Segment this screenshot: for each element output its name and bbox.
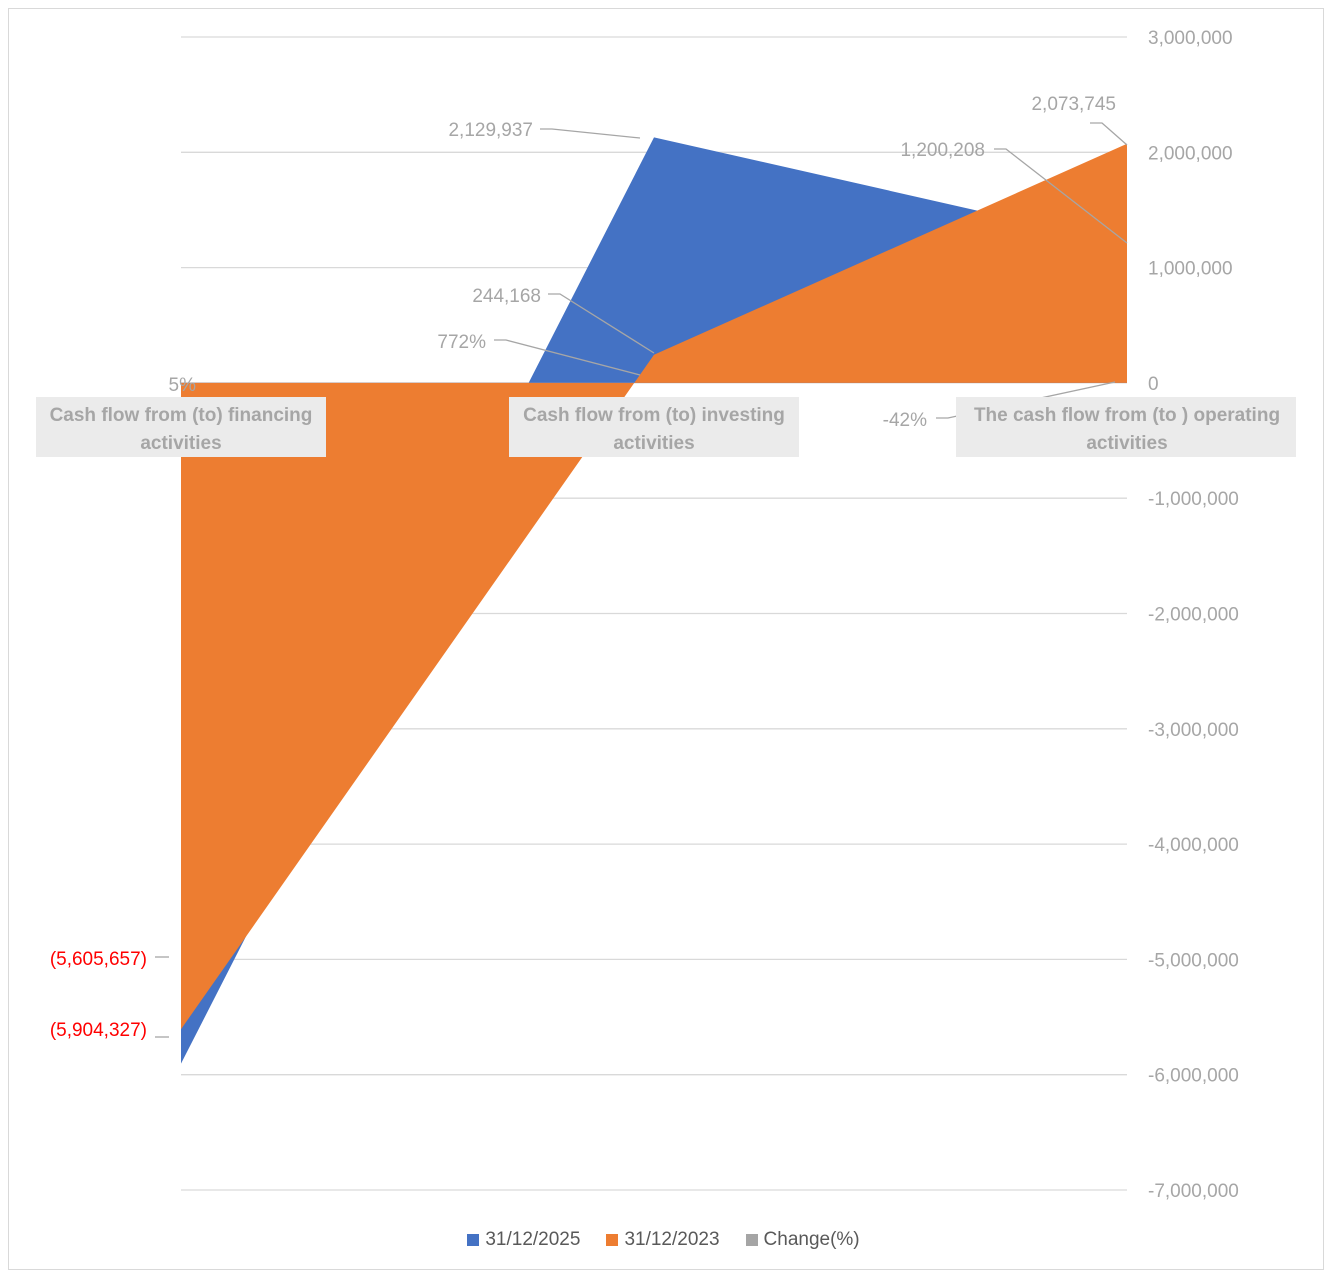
leader-line [936,381,1116,419]
data-label: 2,129,937 [448,120,533,141]
legend: 31/12/2025 31/12/2023 Change(%) [0,1229,1327,1251]
category-label: The cash flow from (to ) operating [974,405,1280,426]
y-tick-label: 3,000,000 [1148,28,1233,49]
leader-line [994,148,1128,244]
category-label-bg [509,397,799,457]
leader-line [548,293,655,354]
legend-swatch-series-1 [467,1234,480,1246]
data-label: (5,605,657) [50,949,147,970]
data-label: 1,200,208 [900,140,985,161]
category-label: Cash flow from (to) investing [523,405,785,426]
category-label: activities [613,433,694,454]
y-axis-tick-labels: 3,000,000 2,000,000 1,000,000 0 -1,000,000 -2… [1148,28,1239,1202]
y-tick-label: -1,000,000 [1148,489,1239,510]
y-tick-label: 2,000,000 [1148,143,1233,164]
data-label: 2,073,745 [1031,94,1116,115]
y-tick-label: 1,000,000 [1148,259,1233,280]
legend-label-series-2: 31/12/2023 [624,1229,720,1250]
leader-line [494,339,641,376]
category-label: activities [140,433,221,454]
data-label: 5% [169,375,197,396]
y-tick-label: -6,000,000 [1148,1066,1239,1087]
legend-item-series-3: Change(%) [745,1229,860,1251]
gridlines [181,36,1127,1191]
data-label: -42% [883,410,927,431]
legend-swatch-series-2 [606,1234,619,1246]
y-tick-label: -4,000,000 [1148,835,1239,856]
leader-line [540,128,641,139]
leader-lines [155,122,1128,1038]
y-tick-label: 0 [1148,374,1159,395]
area-series-31-12-2023 [181,143,1127,1030]
category-label: Cash flow from (to) financing [50,405,313,426]
category-label: activities [1086,433,1167,454]
y-tick-label: -3,000,000 [1148,720,1239,741]
y-tick-label: -5,000,000 [1148,950,1239,971]
category-label-bg [956,397,1296,457]
data-labels: (5,904,327) 2,129,937 1,200,208 (5,605,657)… [50,94,1116,1041]
category-label-bg [36,397,326,457]
leader-line [1090,122,1128,146]
legend-swatch-series-3 [745,1234,758,1246]
data-label: 772% [437,332,486,353]
y-tick-label: -2,000,000 [1148,605,1239,626]
legend-label-series-3: Change(%) [763,1229,860,1250]
category-labels: Cash flow from (to) financing activities C… [36,397,1296,457]
series-areas [181,137,1127,1064]
y-tick-label: -7,000,000 [1148,1181,1239,1202]
legend-item-series-2: 31/12/2023 [606,1229,720,1251]
legend-item-series-1: 31/12/2025 [467,1229,580,1251]
legend-label-series-1: 31/12/2025 [485,1229,581,1250]
data-label: (5,904,327) [50,1020,147,1041]
data-label: 244,168 [472,286,541,307]
